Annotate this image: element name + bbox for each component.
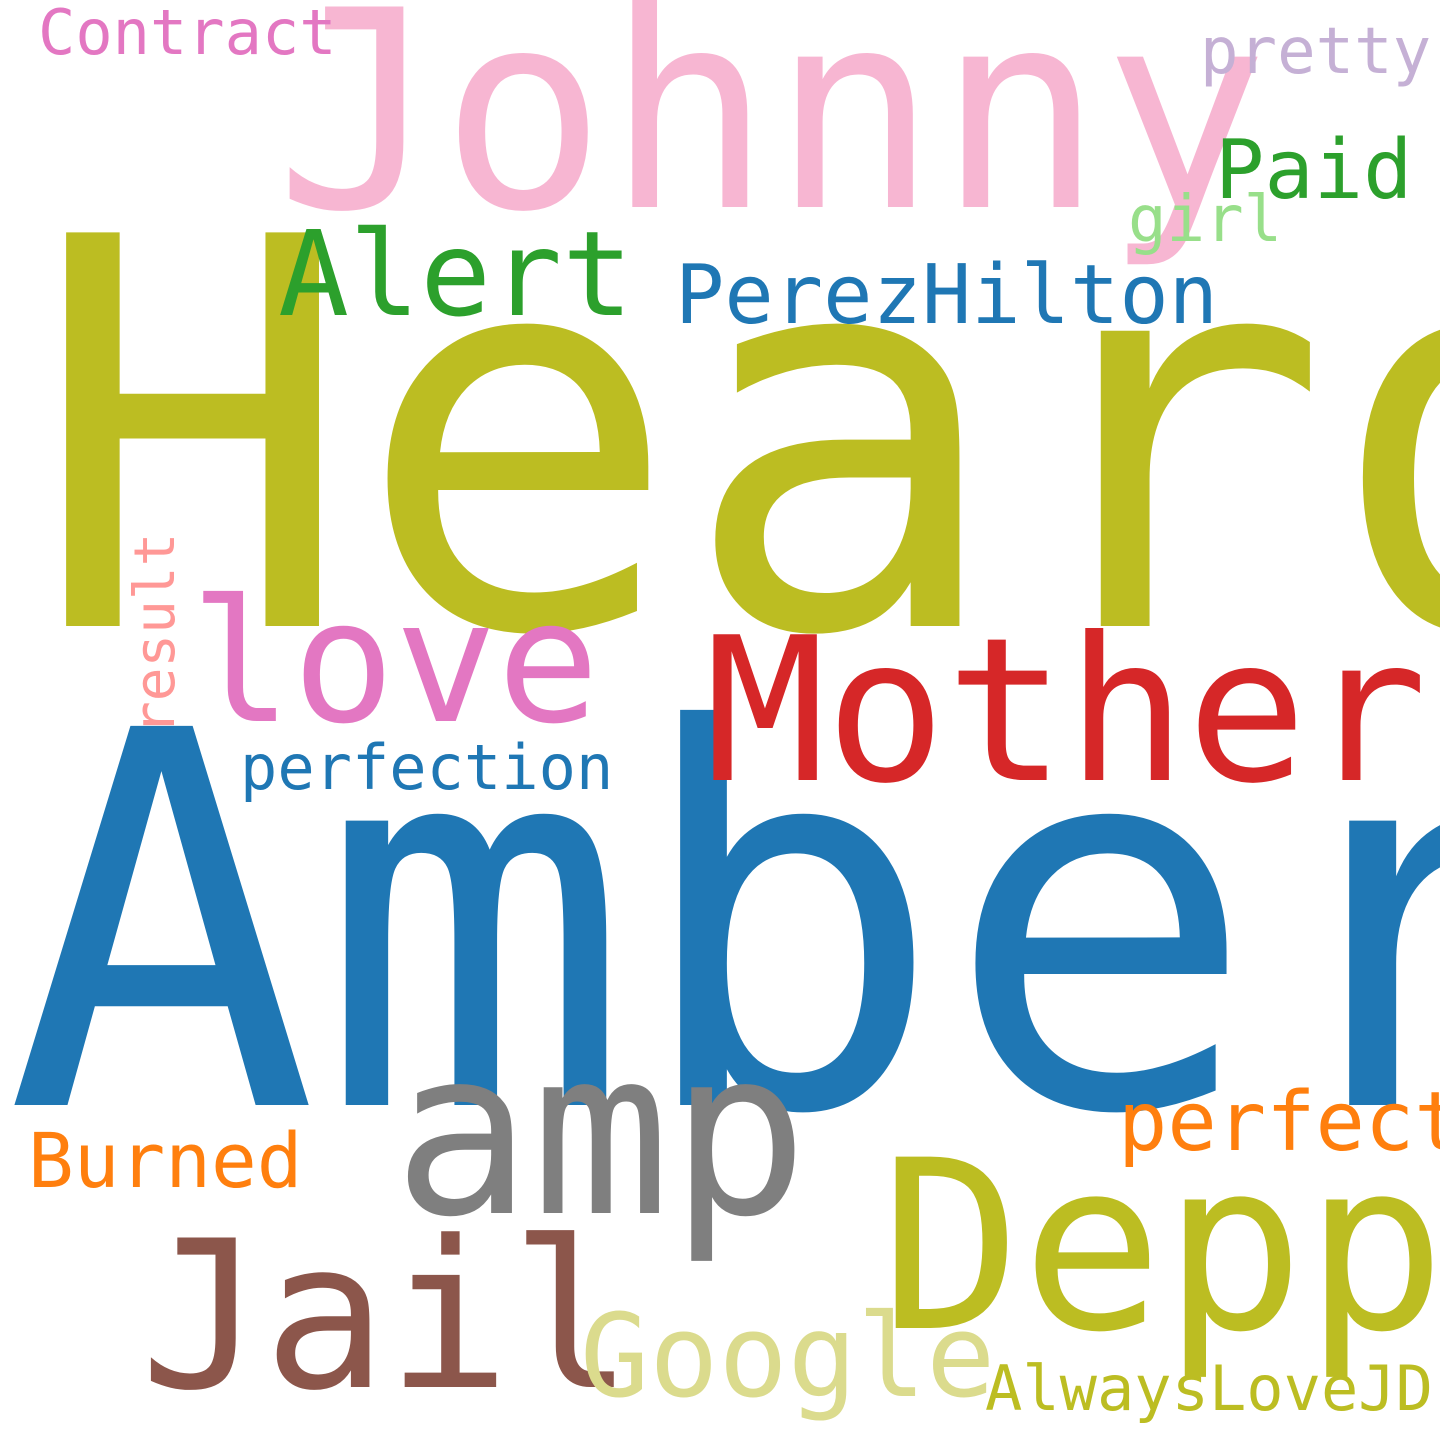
word-alert: Alert — [278, 205, 634, 343]
word-girl: girl — [1128, 183, 1283, 257]
word-burned: Burned — [28, 1116, 303, 1205]
word-amber: Amber — [5, 622, 1440, 1228]
word-johnny: Johnny — [275, 0, 1269, 272]
word-alwayslovejd: AlwaysLoveJD — [985, 1352, 1433, 1425]
word-heard: Heard — [30, 126, 1440, 754]
word-depp: Depp — [880, 1111, 1440, 1384]
word-perfect: perfect — [1118, 1075, 1440, 1170]
word-perfection: perfection — [240, 731, 614, 804]
word-result: result — [123, 532, 188, 735]
word-paid: Paid — [1215, 123, 1413, 218]
word-mother: Mother — [705, 595, 1428, 828]
word-amp: amp — [393, 1001, 809, 1268]
word-jail: Jail — [140, 1198, 634, 1436]
word-love: love — [190, 564, 600, 762]
word-pretty: pretty — [1200, 15, 1432, 89]
word-perezhilton: PerezHilton — [675, 248, 1219, 343]
word-google: Google — [580, 1290, 996, 1424]
word-contract: Contract — [38, 0, 337, 69]
